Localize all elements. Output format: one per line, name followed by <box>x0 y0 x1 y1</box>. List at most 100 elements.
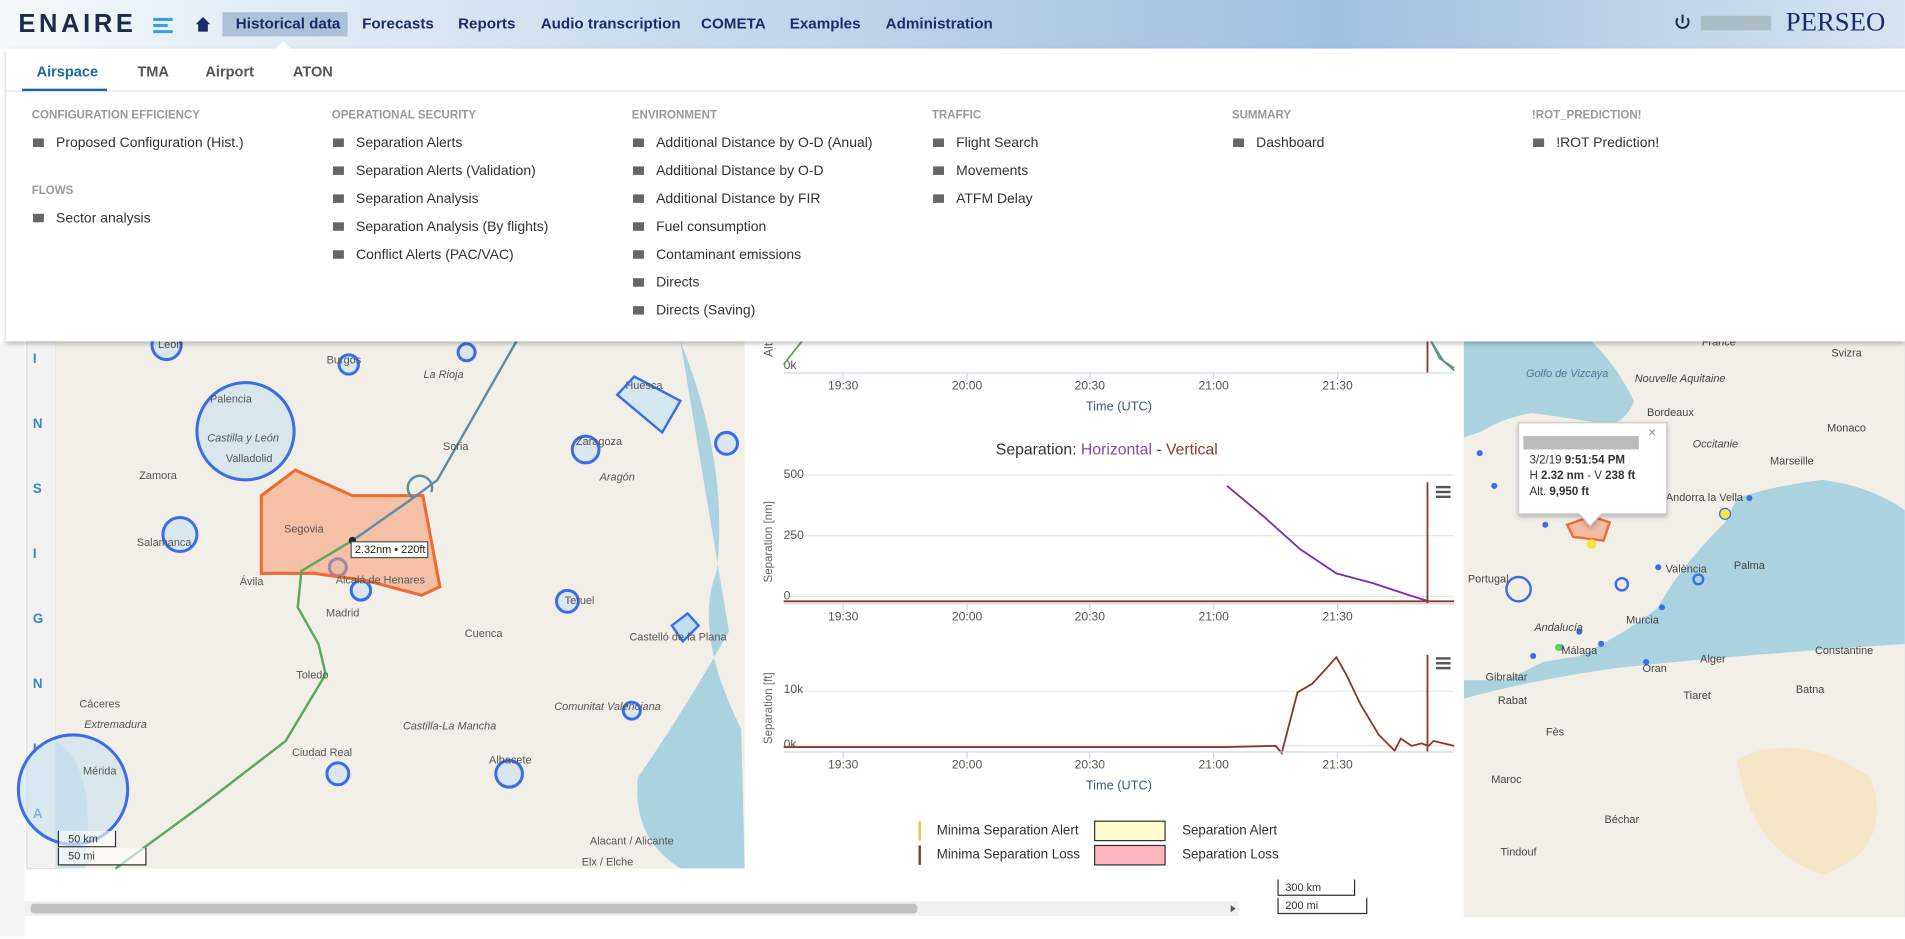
brand: PERSEO <box>1786 6 1885 36</box>
menu-item[interactable]: Contaminant emissions <box>656 246 801 262</box>
home-icon[interactable] <box>195 17 211 32</box>
series-line <box>1430 340 1455 372</box>
menu-icon <box>332 250 344 259</box>
menu-item[interactable]: Fuel consumption <box>656 218 766 234</box>
menu-item[interactable]: ATFM Delay <box>956 190 1033 206</box>
nav-active <box>222 12 348 37</box>
map-label: Ciudad Real <box>292 747 352 759</box>
menu-tab[interactable]: ATON <box>293 65 333 81</box>
nav-item[interactable]: Audio transcription <box>541 15 681 32</box>
traffic-point <box>1476 450 1483 457</box>
tooltip-box <box>350 541 429 559</box>
menu-icon <box>633 278 644 287</box>
menu-item[interactable]: Separation Analysis <box>356 190 479 206</box>
menu-item[interactable]: Additional Distance by O-D (Anual) <box>656 134 872 150</box>
menu-item[interactable]: Flight Search <box>956 134 1038 150</box>
menu-item[interactable]: Separation Analysis (By flights) <box>356 218 548 234</box>
y-tick-label: 500 <box>784 467 804 481</box>
nav-item[interactable]: Examples <box>790 15 861 32</box>
airspace-zone <box>1505 575 1532 603</box>
nav-item[interactable]: Administration <box>886 15 993 32</box>
legend-swatch <box>1094 844 1166 866</box>
nav-item[interactable]: COMETA <box>701 15 766 32</box>
menu-item[interactable]: Sector analysis <box>56 209 151 225</box>
menu-item[interactable]: Separation Alerts <box>356 134 462 150</box>
power-icon[interactable] <box>1675 14 1690 29</box>
map-label: Alacant / Alicante <box>590 836 674 848</box>
airspace-zone <box>337 353 361 376</box>
menu-item[interactable]: !ROT Prediction! <box>1556 134 1659 150</box>
menu-section-title: CONFIGURATION EFFICIENCY <box>32 109 201 121</box>
gulf <box>1463 341 1634 438</box>
nav-item[interactable]: Forecasts <box>362 15 434 32</box>
y-tick-label: 250 <box>784 528 804 542</box>
menu-tab[interactable]: Airport <box>205 65 254 81</box>
series-line <box>782 340 803 365</box>
legend-label: Separation Alert <box>1182 822 1277 837</box>
map-label: Gibraltar <box>1485 672 1527 684</box>
popup-text: - V <box>1584 470 1605 482</box>
menu-item[interactable]: Movements <box>956 162 1028 178</box>
y-tick-label: 0k <box>784 358 798 372</box>
menu-item[interactable]: Separation Alerts (Validation) <box>356 162 536 178</box>
airspace-zone <box>1692 573 1705 586</box>
popup-text: 9:51:54 PM <box>1565 454 1625 466</box>
popup-text: H <box>1530 470 1542 482</box>
map-label: Comunitat Valenciana <box>554 701 660 713</box>
map-label: Portugal <box>1468 573 1509 585</box>
menu-section-title: OPERATIONAL SECURITY <box>332 109 477 121</box>
x-tick-label: 20:00 <box>952 609 983 623</box>
side-letter: N <box>33 676 43 691</box>
scroll-arrow[interactable] <box>1230 904 1236 913</box>
menu-tab[interactable]: Airspace <box>37 65 99 81</box>
chart-title: Separation: Horizontal - Vertical <box>996 442 1218 459</box>
x-tick-label: 19:30 <box>828 609 859 623</box>
map-label: Svizra <box>1831 347 1862 359</box>
airspace-zone <box>1614 577 1630 592</box>
menu-section-title: TRAFFIC <box>932 109 982 121</box>
map-label: Occitanie <box>1693 438 1739 450</box>
popup-text: 9,950 ft <box>1549 486 1589 498</box>
menu-icon <box>933 194 944 203</box>
menu-item[interactable]: Additional Distance by FIR <box>656 190 820 206</box>
popup-text: Alt. <box>1530 486 1550 498</box>
x-tick-label: 20:30 <box>1075 378 1106 392</box>
side-letter: I <box>33 546 37 561</box>
map-label: Monaco <box>1827 423 1866 435</box>
map-label: Aragón <box>599 471 635 483</box>
menu-section-title: ENVIRONMENT <box>632 109 717 121</box>
nav-item[interactable]: Reports <box>458 15 515 32</box>
track <box>351 340 518 542</box>
popup-close[interactable]: × <box>1648 425 1656 440</box>
x-axis-title: Time (UTC) <box>1086 777 1152 792</box>
menu-item[interactable]: Directs (Saving) <box>656 302 755 318</box>
menu-caret <box>275 41 291 49</box>
logo-mark <box>153 17 173 34</box>
traffic-point <box>1555 643 1563 652</box>
map-label: Murcia <box>1626 615 1660 627</box>
traffic-point <box>1542 521 1549 528</box>
map-label: Segovia <box>284 524 324 536</box>
menu-item[interactable]: Proposed Configuration (Hist.) <box>56 134 244 150</box>
popup-text: 2.32 nm <box>1541 470 1584 482</box>
side-letter: N <box>33 416 43 431</box>
menu-icon <box>633 166 644 175</box>
menu-item[interactable]: Additional Distance by O-D <box>656 162 824 178</box>
map-label: Ávila <box>240 575 265 588</box>
nav-item[interactable]: Historical data <box>236 15 341 32</box>
airspace-zone <box>16 733 130 846</box>
airspace-zone <box>494 758 524 789</box>
menu-icon <box>633 222 644 231</box>
map-label: Salamanca <box>137 537 193 549</box>
menu-item[interactable]: Dashboard <box>1256 134 1324 150</box>
scroll-thumb[interactable] <box>30 903 918 914</box>
menu-tab[interactable]: TMA <box>137 65 169 81</box>
side-letter: I <box>33 351 37 366</box>
logo: ENAIRE <box>18 10 136 38</box>
x-tick-label: 19:30 <box>828 757 859 771</box>
popup-line: H 2.32 nm - V 238 ft <box>1530 470 1636 482</box>
menu-item[interactable]: Conflict Alerts (PAC/VAC) <box>356 246 514 262</box>
menu-item[interactable]: Directs <box>656 274 699 290</box>
scale-label: 300 km <box>1285 882 1321 894</box>
